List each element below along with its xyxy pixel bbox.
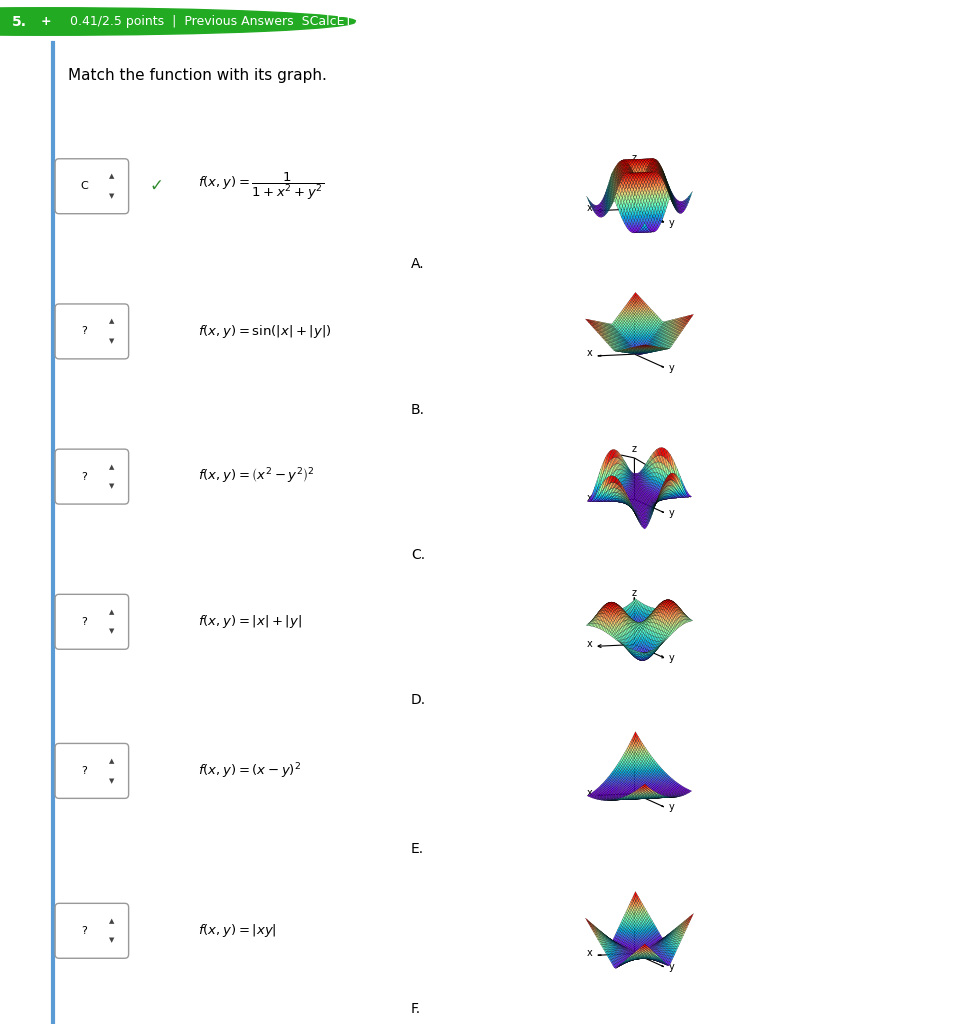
Text: ?: ?: [81, 766, 87, 776]
Text: $f(x, y) = |x| + |y|$: $f(x, y) = |x| + |y|$: [198, 613, 302, 631]
Text: D.: D.: [411, 693, 426, 707]
FancyBboxPatch shape: [55, 450, 129, 504]
Text: B.: B.: [411, 402, 425, 417]
Text: ▲: ▲: [108, 758, 114, 764]
Text: $f(x, y) = \left(x^2 - y^2\right)^2$: $f(x, y) = \left(x^2 - y^2\right)^2$: [198, 467, 315, 486]
Text: C.: C.: [411, 548, 425, 562]
Text: ▲: ▲: [108, 609, 114, 615]
Text: C: C: [80, 181, 88, 191]
Text: ▼: ▼: [108, 483, 114, 489]
Text: ▼: ▼: [108, 777, 114, 783]
Text: Match the function with its graph.: Match the function with its graph.: [68, 68, 327, 83]
Text: E.: E.: [411, 842, 425, 856]
FancyBboxPatch shape: [55, 594, 129, 649]
Text: F.: F.: [411, 1001, 421, 1016]
FancyBboxPatch shape: [55, 743, 129, 799]
FancyBboxPatch shape: [55, 159, 129, 214]
Text: $f(x, y) = |xy|$: $f(x, y) = |xy|$: [198, 923, 277, 939]
Text: 0.41/2.5 points  |  Previous Answers  SCalcET7 14.1.032.: 0.41/2.5 points | Previous Answers SCalc…: [70, 15, 424, 28]
Text: ▼: ▼: [108, 194, 114, 199]
Text: ?: ?: [81, 926, 87, 936]
Text: ▼: ▼: [108, 338, 114, 344]
Text: ▲: ▲: [108, 173, 114, 179]
FancyBboxPatch shape: [55, 903, 129, 958]
Text: ?: ?: [81, 616, 87, 627]
Text: $f(x, y) = (x - y)^2$: $f(x, y) = (x - y)^2$: [198, 761, 302, 780]
Text: ▲: ▲: [108, 464, 114, 470]
Text: A.: A.: [411, 257, 425, 271]
Text: $f(x, y) = \sin(|x| + |y|)$: $f(x, y) = \sin(|x| + |y|)$: [198, 323, 332, 340]
Text: $f(x, y) = \dfrac{1}{1 + x^2 + y^2}$: $f(x, y) = \dfrac{1}{1 + x^2 + y^2}$: [198, 171, 324, 202]
Circle shape: [0, 8, 356, 35]
Text: +: +: [42, 15, 51, 28]
Text: ?: ?: [81, 327, 87, 337]
FancyBboxPatch shape: [55, 304, 129, 358]
Text: ?: ?: [81, 472, 87, 481]
Text: 5.: 5.: [12, 14, 27, 29]
Text: ▼: ▼: [108, 629, 114, 635]
Text: ▲: ▲: [108, 318, 114, 325]
Text: ▲: ▲: [108, 918, 114, 924]
Text: ✓: ✓: [150, 177, 163, 196]
Text: ▼: ▼: [108, 938, 114, 943]
